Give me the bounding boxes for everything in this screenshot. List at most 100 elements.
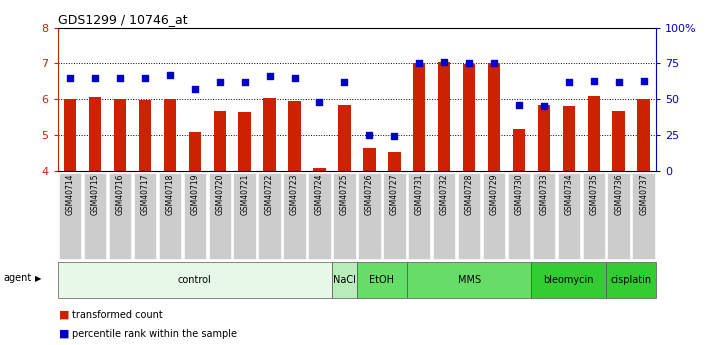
FancyBboxPatch shape [208,172,231,259]
Bar [588,96,600,171]
Bar [562,106,575,171]
Text: GSM40723: GSM40723 [290,174,299,215]
Text: GSM40720: GSM40720 [216,174,224,215]
Point [613,79,624,85]
FancyBboxPatch shape [557,172,580,259]
Point [363,132,375,138]
FancyBboxPatch shape [583,172,605,259]
Bar [138,100,151,171]
FancyBboxPatch shape [258,172,281,259]
FancyBboxPatch shape [84,172,106,259]
FancyBboxPatch shape [59,172,81,259]
Text: GSM40729: GSM40729 [490,174,498,215]
Text: GSM40715: GSM40715 [91,174,99,215]
Point [139,75,151,80]
FancyBboxPatch shape [283,172,306,259]
FancyBboxPatch shape [184,172,206,259]
Text: GSM40718: GSM40718 [165,174,174,215]
FancyBboxPatch shape [408,172,430,259]
Bar [463,64,475,171]
Point [164,72,176,78]
Point [89,75,101,80]
Point [413,61,425,66]
Bar [189,132,201,171]
Text: GSM40725: GSM40725 [340,174,349,215]
Bar [363,148,376,171]
Point [438,59,450,65]
FancyBboxPatch shape [109,172,131,259]
Point [64,75,76,80]
Text: GSM40734: GSM40734 [565,174,573,215]
FancyBboxPatch shape [159,172,181,259]
Text: EtOH: EtOH [369,275,394,285]
Text: GSM40721: GSM40721 [240,174,249,215]
Text: ■: ■ [59,329,70,339]
Bar [164,99,176,171]
Bar [288,101,301,171]
Bar [513,129,525,171]
Text: GSM40722: GSM40722 [265,174,274,215]
FancyBboxPatch shape [357,263,407,298]
Text: transformed count: transformed count [72,309,163,319]
Text: GSM40727: GSM40727 [390,174,399,215]
Text: MMS: MMS [458,275,481,285]
Text: GSM40730: GSM40730 [515,174,523,215]
Bar [338,105,350,171]
FancyBboxPatch shape [332,263,357,298]
FancyBboxPatch shape [133,172,156,259]
Bar [413,63,425,171]
Text: GSM40716: GSM40716 [115,174,125,215]
Text: GSM40726: GSM40726 [365,174,374,215]
Bar [213,111,226,171]
Text: GSM40717: GSM40717 [141,174,149,215]
FancyBboxPatch shape [606,263,656,298]
FancyBboxPatch shape [458,172,480,259]
Text: GSM40735: GSM40735 [589,174,598,215]
Point [588,78,600,83]
Text: ■: ■ [59,309,70,319]
Text: GSM40736: GSM40736 [614,174,623,215]
Bar [488,63,500,171]
FancyBboxPatch shape [531,263,606,298]
FancyBboxPatch shape [433,172,456,259]
FancyBboxPatch shape [358,172,381,259]
Bar [64,99,76,171]
Point [239,79,250,85]
Text: agent: agent [4,273,32,283]
Bar [612,111,625,171]
Bar [89,97,102,171]
FancyBboxPatch shape [383,172,405,259]
FancyBboxPatch shape [234,172,256,259]
Bar [637,99,650,171]
Point [464,61,475,66]
Point [389,134,400,139]
Text: GSM40714: GSM40714 [66,174,75,215]
Bar [263,98,276,171]
Point [339,79,350,85]
Point [513,102,525,108]
Text: GSM40724: GSM40724 [315,174,324,215]
Text: GSM40732: GSM40732 [440,174,448,215]
FancyBboxPatch shape [533,172,555,259]
Text: control: control [178,275,212,285]
Point [189,86,200,92]
Text: GSM40731: GSM40731 [415,174,424,215]
Point [563,79,575,85]
Text: NaCl: NaCl [333,275,356,285]
FancyBboxPatch shape [58,263,332,298]
Bar [114,99,126,171]
Text: cisplatin: cisplatin [611,275,652,285]
Text: bleomycin: bleomycin [544,275,594,285]
Bar [313,168,326,171]
Point [638,78,650,83]
FancyBboxPatch shape [309,172,331,259]
FancyBboxPatch shape [483,172,505,259]
Text: GSM40719: GSM40719 [190,174,199,215]
FancyBboxPatch shape [608,172,630,259]
Point [214,79,226,85]
Point [114,75,125,80]
Text: GSM40737: GSM40737 [639,174,648,215]
Bar [388,152,401,171]
Text: GDS1299 / 10746_at: GDS1299 / 10746_at [58,13,187,27]
Text: GSM40728: GSM40728 [464,174,474,215]
